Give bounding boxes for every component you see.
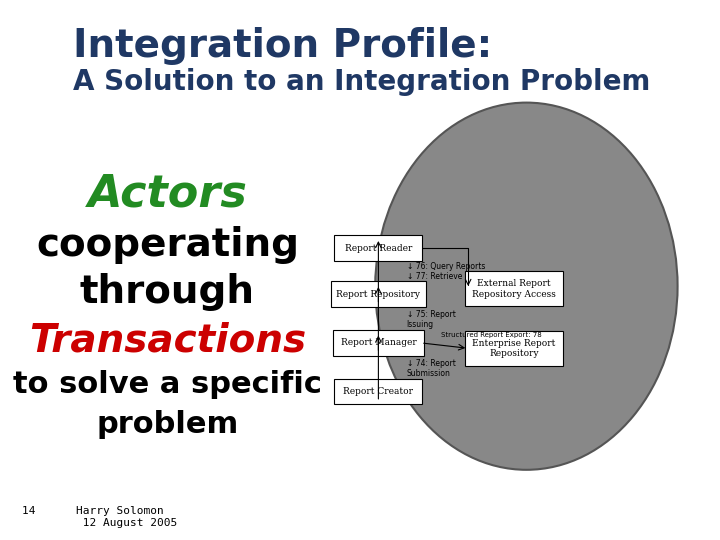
Text: A Solution to an Integration Problem: A Solution to an Integration Problem [73, 68, 650, 96]
Text: problem: problem [96, 410, 238, 440]
Text: Transactions: Transactions [29, 321, 306, 359]
Text: Report Creator: Report Creator [343, 387, 413, 396]
Text: to solve a specific: to solve a specific [13, 370, 322, 399]
Text: Integration Profile:: Integration Profile: [73, 27, 492, 65]
Text: ↓ 74: Report
Submission: ↓ 74: Report Submission [407, 359, 456, 378]
FancyBboxPatch shape [334, 235, 423, 261]
Text: Report Manager: Report Manager [341, 339, 416, 347]
FancyBboxPatch shape [331, 281, 426, 307]
Text: ↓ 76: Query Reports
↓ 77: Retrieve: ↓ 76: Query Reports ↓ 77: Retrieve [407, 262, 485, 281]
Text: Actors: Actors [87, 173, 247, 216]
Text: through: through [80, 273, 255, 310]
Text: Structured Report Export: 78: Structured Report Export: 78 [441, 332, 542, 338]
FancyBboxPatch shape [334, 379, 423, 404]
Text: ↓ 75: Report
Issuing: ↓ 75: Report Issuing [407, 310, 456, 329]
Text: 14      Harry Solomon
         12 August 2005: 14 Harry Solomon 12 August 2005 [22, 507, 177, 528]
Text: cooperating: cooperating [36, 226, 299, 264]
Text: Enterprise Report
Repository: Enterprise Report Repository [472, 339, 556, 358]
FancyBboxPatch shape [465, 271, 562, 306]
Text: Report Repository: Report Repository [336, 290, 420, 299]
Ellipse shape [375, 103, 678, 470]
FancyBboxPatch shape [465, 330, 562, 366]
Text: External Report
Repository Access: External Report Repository Access [472, 279, 556, 299]
Text: Report Reader: Report Reader [345, 244, 412, 253]
FancyBboxPatch shape [333, 330, 424, 356]
